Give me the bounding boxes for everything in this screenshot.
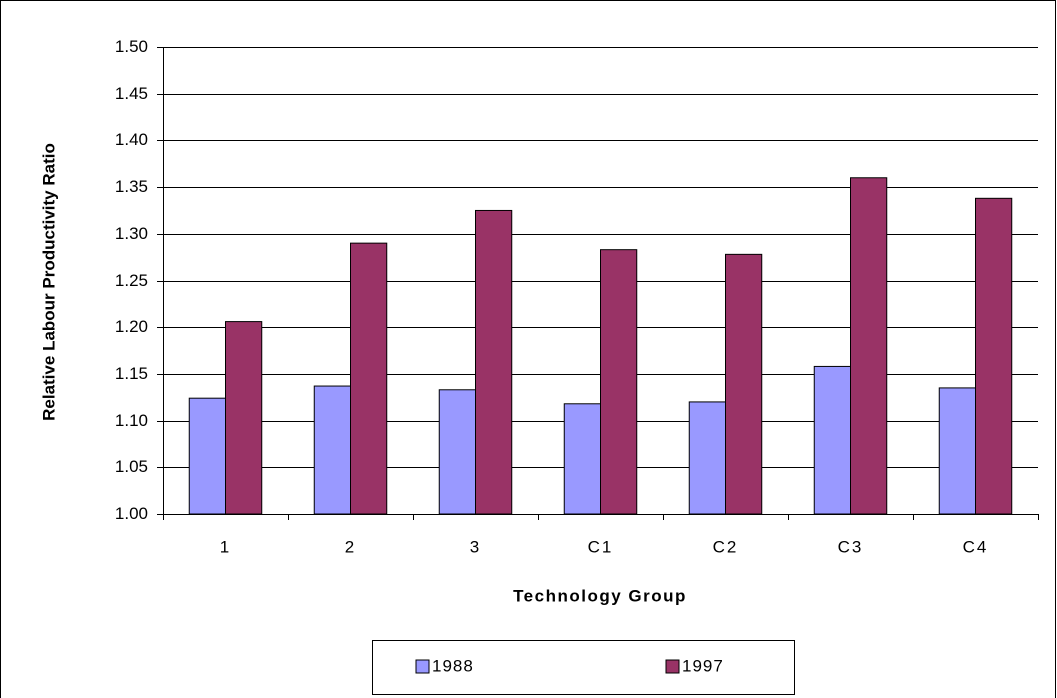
y-tick-label: 1.30 <box>115 224 148 243</box>
x-tick-label: 3 <box>470 537 481 556</box>
x-tick-label: C2 <box>713 537 739 556</box>
x-tick-label: C3 <box>838 537 864 556</box>
bar <box>938 387 976 515</box>
legend-swatch <box>415 659 430 674</box>
y-tick-label: 1.40 <box>115 130 148 149</box>
x-tick-label: C4 <box>963 537 989 556</box>
bar <box>438 389 476 515</box>
y-tick-label: 1.15 <box>115 364 148 383</box>
legend-swatch <box>665 659 680 674</box>
x-axis-title: Technology Group <box>513 586 687 605</box>
y-tick-label: 1.00 <box>115 504 148 523</box>
bar <box>600 249 638 515</box>
bar <box>313 385 351 515</box>
bar <box>725 253 763 515</box>
bar <box>350 242 388 515</box>
bar <box>225 321 263 515</box>
x-tick-label: C1 <box>588 537 614 556</box>
bar <box>475 209 513 515</box>
y-tick-label: 1.25 <box>115 271 148 290</box>
y-tick-label: 1.10 <box>115 411 148 430</box>
bar <box>688 401 726 515</box>
x-tick-label: 1 <box>220 537 231 556</box>
x-tick-label: 2 <box>345 537 356 556</box>
bar <box>850 177 888 515</box>
bar <box>563 403 601 515</box>
legend-label: 1988 <box>432 656 474 675</box>
y-tick-label: 1.20 <box>115 317 148 336</box>
bar <box>813 365 851 515</box>
y-axis-title: Relative Labour Productivity Ratio <box>39 143 58 421</box>
y-tick-label: 1.50 <box>115 37 148 56</box>
y-tick-label: 1.05 <box>115 457 148 476</box>
y-tick-label: 1.35 <box>115 177 148 196</box>
bar <box>188 397 226 515</box>
y-tick-label: 1.45 <box>115 84 148 103</box>
legend-label: 1997 <box>682 656 724 675</box>
legend <box>372 640 795 695</box>
bar <box>975 197 1013 515</box>
